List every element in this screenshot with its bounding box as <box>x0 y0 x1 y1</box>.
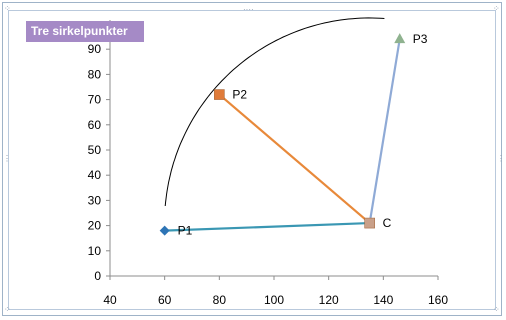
y-tick-label: 20 <box>88 219 102 233</box>
tick-labels: 0 10 20 30 40 50 60 70 80 90 40 60 80 100 120 140 160 <box>88 42 449 307</box>
resize-handle-left[interactable]: ⋮ <box>3 154 11 163</box>
x-tick-label: 140 <box>373 293 393 307</box>
x-tick-label: 120 <box>319 293 339 307</box>
segment-p3-c <box>368 38 401 224</box>
circle-arc-layer <box>164 17 385 207</box>
y-tick-label: 30 <box>88 193 102 207</box>
point-p1-label: P1 <box>178 224 193 238</box>
chart-area-border <box>8 10 496 310</box>
resize-handle-top-right[interactable]: ⁘ <box>493 4 500 13</box>
resize-handle-bottom-left[interactable]: ⁘ <box>4 305 11 314</box>
y-tick-label: 50 <box>88 143 102 157</box>
y-tick-label: 70 <box>88 93 102 107</box>
y-tick-label: 60 <box>88 118 102 132</box>
y-tick-label: 40 <box>88 168 102 182</box>
point-p2-label: P2 <box>232 88 247 102</box>
resize-handle-top-left[interactable]: ⁘ <box>4 4 11 13</box>
segments-layer <box>164 38 401 232</box>
y-tick-label: 80 <box>88 67 102 81</box>
resize-handle-bottom-right[interactable]: ⁘ <box>493 305 500 314</box>
x-tick-label: 40 <box>103 293 117 307</box>
resize-handle-top[interactable]: ···· <box>243 5 254 14</box>
chart-title: Tre sirkelpunkter <box>26 21 144 42</box>
y-tick-label: 0 <box>94 269 101 283</box>
x-tick-label: 100 <box>264 293 284 307</box>
point-p1-marker <box>159 225 170 236</box>
point-c-marker <box>364 217 375 229</box>
point-p3-marker <box>394 33 406 44</box>
y-tick-label: 90 <box>88 42 102 56</box>
point-c-label: C <box>383 216 392 230</box>
y-tick-label: 10 <box>88 244 102 258</box>
points-layer: P1 P2 P3 C <box>159 32 428 238</box>
x-tick-label: 160 <box>428 293 448 307</box>
x-tick-label: 60 <box>158 293 172 307</box>
point-p3-label: P3 <box>413 32 428 46</box>
segment-p1-c <box>164 221 370 232</box>
circle-arc <box>164 17 385 207</box>
axes <box>106 20 439 280</box>
chart-frame[interactable] <box>2 2 502 316</box>
x-tick-label: 80 <box>213 293 227 307</box>
resize-handle-right[interactable]: ⋮ <box>497 154 505 163</box>
segment-p2-c <box>218 93 371 224</box>
point-p2-marker <box>214 89 225 100</box>
